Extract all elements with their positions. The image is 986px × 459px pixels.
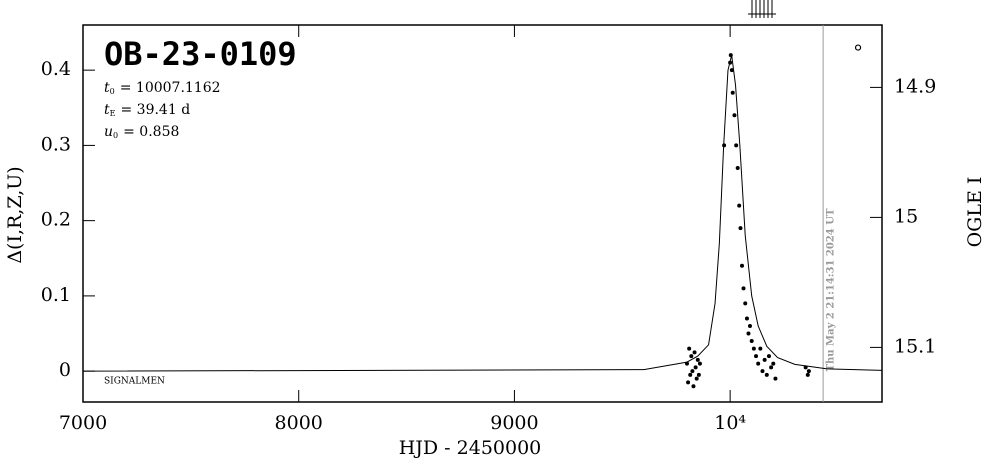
data-point [695,357,700,362]
data-point [684,361,689,366]
parameter-subscript: 0 [113,131,118,140]
data-point [746,331,751,336]
data-point [730,90,735,95]
data-point [758,346,763,351]
x-tick-label: 10⁴ [714,412,746,434]
data-point [743,301,748,306]
open-point [854,44,862,51]
data-point [756,361,761,366]
data-point [728,53,733,58]
parameter-value: = 10007.1162 [120,80,221,96]
data-point [771,361,776,366]
data-point [749,339,754,344]
parameter-symbol: t [104,102,110,118]
parameter-symbol: u [104,124,113,140]
data-point [737,203,742,208]
data-point [754,354,759,359]
timestamp: Thu May 2 21:14:31 2024 UT [826,208,837,371]
y-axis-label: Δ(I,R,Z,U) [4,166,26,263]
data-point [689,354,694,359]
chart-title: OB-23-0109 [104,35,297,73]
data-point [697,361,702,366]
data-point [687,346,692,351]
data-point [747,323,752,328]
parameter-subscript: 0 [110,87,115,96]
data-point [769,365,774,370]
model-curve [83,54,882,372]
plot-frame [82,24,883,403]
data-point [686,380,691,385]
x-tick-label: 7000 [59,412,107,434]
x-axis-label: HJD - 2450000 [399,437,542,459]
data-point [773,376,778,381]
parameter: t0 = 10007.1162 [104,80,221,96]
parameter: tE = 39.41 d [104,102,190,118]
data-point [688,372,693,377]
y-tick-label: 0.2 [41,209,71,231]
data-point [693,365,698,370]
data-point [728,60,733,65]
x-tick-label: 8000 [275,412,323,434]
data-point [694,376,699,381]
data-point [744,316,749,321]
data-point [738,226,743,231]
y-tick-label: 0.3 [41,133,71,155]
data-point [806,369,811,374]
y2-tick-label: 14.9 [894,75,936,97]
data-point [803,365,808,370]
data-point [729,68,734,73]
x-tick-label: 9000 [490,412,538,434]
parameter-value: = 39.41 d [120,102,190,118]
data-point [762,357,767,362]
data-point [766,354,771,359]
top-arrows [748,0,776,18]
data-point [735,165,740,170]
data-point [722,143,727,148]
data-point [691,384,696,389]
parameter-value: = 0.858 [123,124,179,140]
data-point [741,286,746,291]
data-point [690,369,695,374]
data-point [764,372,769,377]
data-point [740,263,745,268]
y2-axis-label: OGLE I [964,177,986,248]
parameter: u0 = 0.858 [104,124,179,140]
data-point [732,113,737,118]
y2-tick-label: 15.1 [894,335,936,357]
data-point [751,346,756,351]
data-point [805,372,810,377]
y-tick-label: 0.1 [41,284,71,306]
data-point [692,350,697,355]
y-tick-label: 0.4 [41,58,71,80]
y-tick-label: 0 [59,359,71,381]
plot-area [83,44,882,389]
data-point [696,372,701,377]
parameter-symbol: t [104,80,110,96]
parameter-subscript: E [110,109,116,118]
annotation: SIGNALMEN [104,377,165,387]
y2-tick-label: 15 [894,205,918,227]
data-point [760,369,765,374]
data-point [734,143,739,148]
